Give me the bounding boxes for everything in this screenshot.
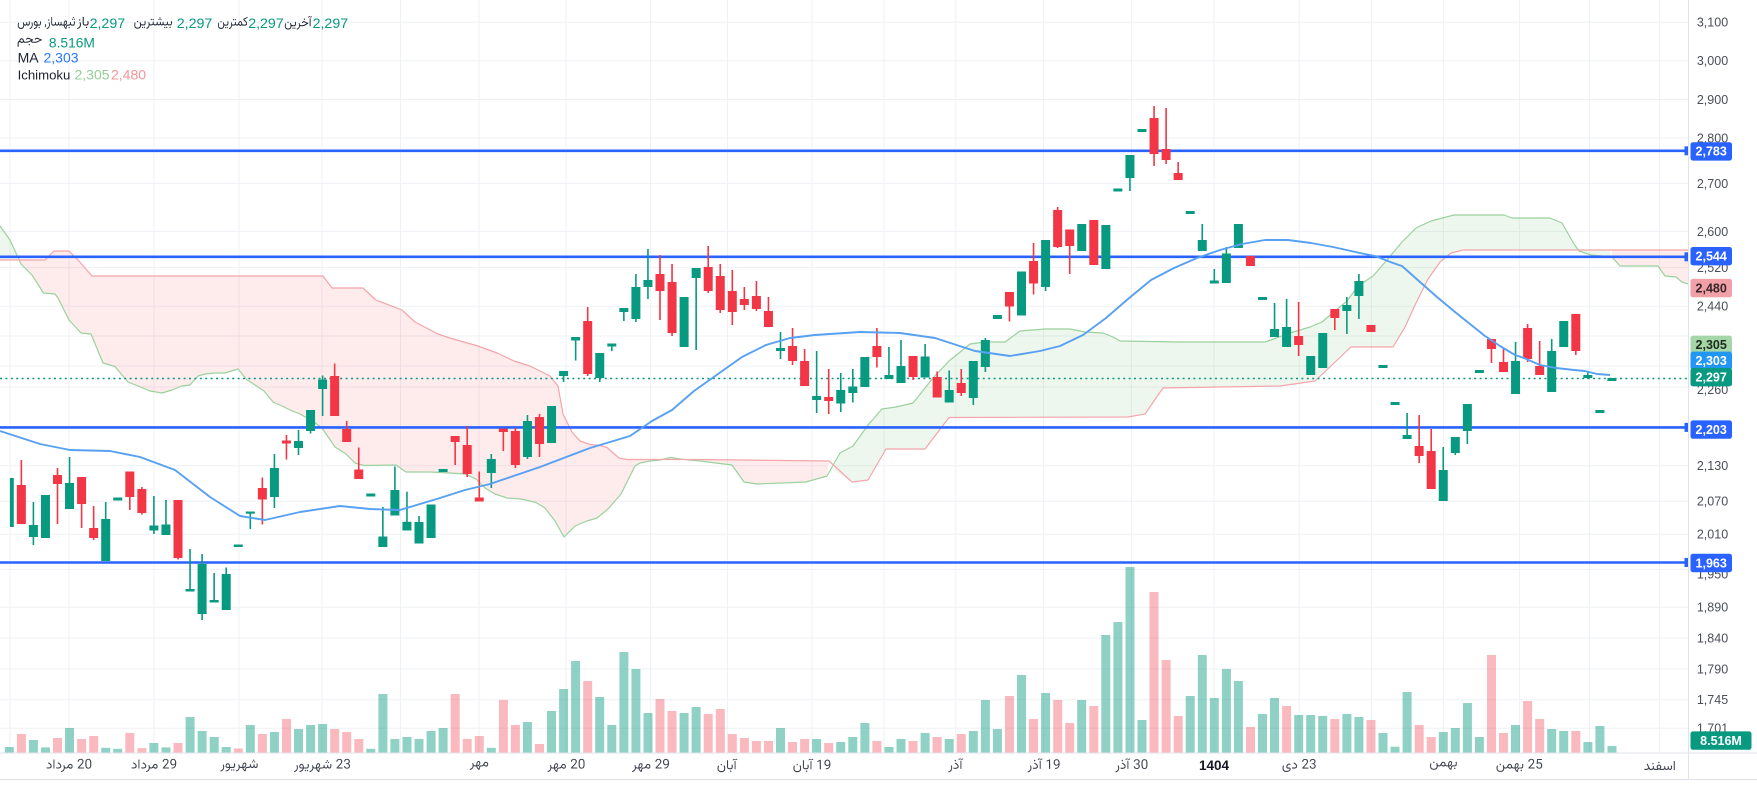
svg-text:1,840: 1,840 (1697, 631, 1728, 645)
svg-text:1,745: 1,745 (1697, 693, 1728, 707)
svg-text:MA: MA (18, 50, 40, 66)
svg-text:2,303: 2,303 (1696, 354, 1727, 368)
svg-text:1,963: 1,963 (1696, 556, 1727, 570)
svg-text:2,440: 2,440 (1697, 300, 1728, 314)
svg-text:2,783: 2,783 (1696, 145, 1727, 159)
svg-text:1404: 1404 (1199, 758, 1230, 773)
svg-text:2,297: 2,297 (313, 16, 349, 32)
svg-text:2,480: 2,480 (111, 66, 146, 82)
svg-text:3,100: 3,100 (1697, 16, 1728, 30)
svg-text:2,297: 2,297 (177, 16, 213, 32)
svg-text:2,070: 2,070 (1697, 495, 1728, 509)
svg-text:2,544: 2,544 (1696, 250, 1727, 264)
svg-text:2,305: 2,305 (75, 66, 110, 82)
svg-text:1,890: 1,890 (1697, 601, 1728, 615)
svg-text:2,800: 2,800 (1697, 131, 1728, 145)
svg-text:2,203: 2,203 (1696, 423, 1727, 437)
svg-text:2,010: 2,010 (1697, 528, 1728, 542)
svg-text:2,700: 2,700 (1697, 177, 1728, 191)
svg-text:Ichimoku: Ichimoku (18, 67, 71, 82)
svg-text:2,303: 2,303 (44, 50, 79, 66)
svg-text:8.516M: 8.516M (49, 35, 95, 50)
svg-text:2,305: 2,305 (1696, 338, 1727, 352)
svg-text:2,900: 2,900 (1697, 93, 1728, 107)
svg-text:2,297: 2,297 (1696, 371, 1727, 385)
svg-text:2,297: 2,297 (248, 16, 284, 32)
svg-text:2,600: 2,600 (1697, 225, 1728, 239)
svg-text:2,297: 2,297 (90, 16, 126, 32)
svg-text:2,130: 2,130 (1697, 459, 1728, 473)
svg-text:3,000: 3,000 (1697, 54, 1728, 68)
svg-text:2,480: 2,480 (1696, 281, 1727, 295)
svg-text:8.516M: 8.516M (1700, 734, 1742, 748)
svg-text:1,790: 1,790 (1697, 662, 1728, 676)
